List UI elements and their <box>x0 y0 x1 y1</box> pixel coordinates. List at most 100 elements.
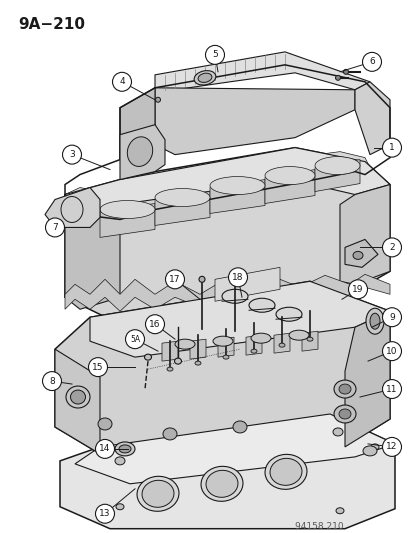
Ellipse shape <box>175 339 195 349</box>
Circle shape <box>205 45 224 64</box>
Polygon shape <box>55 349 100 454</box>
Ellipse shape <box>343 69 348 74</box>
Ellipse shape <box>333 380 355 398</box>
Circle shape <box>382 308 401 327</box>
Circle shape <box>382 238 401 257</box>
Text: 1: 1 <box>388 143 394 152</box>
Ellipse shape <box>250 333 271 343</box>
Ellipse shape <box>197 73 211 83</box>
Ellipse shape <box>115 442 135 456</box>
Ellipse shape <box>306 337 312 341</box>
Ellipse shape <box>338 384 350 394</box>
Polygon shape <box>154 52 369 90</box>
Circle shape <box>145 314 164 334</box>
Circle shape <box>348 280 367 299</box>
Polygon shape <box>154 191 209 225</box>
Circle shape <box>95 504 114 523</box>
Ellipse shape <box>195 361 201 365</box>
Ellipse shape <box>352 252 362 260</box>
Ellipse shape <box>212 336 233 346</box>
Circle shape <box>382 138 401 157</box>
Polygon shape <box>218 337 233 357</box>
Text: 5A: 5A <box>130 335 140 344</box>
Polygon shape <box>314 159 359 191</box>
Circle shape <box>43 372 62 391</box>
Polygon shape <box>65 274 389 311</box>
Ellipse shape <box>278 343 284 347</box>
Text: 3: 3 <box>69 150 75 159</box>
Circle shape <box>125 330 144 349</box>
Polygon shape <box>120 125 165 180</box>
Text: 2: 2 <box>388 243 394 252</box>
Text: 9: 9 <box>388 313 394 322</box>
Circle shape <box>228 268 247 287</box>
Polygon shape <box>120 88 154 159</box>
Ellipse shape <box>144 354 151 360</box>
Text: 10: 10 <box>385 346 397 356</box>
Polygon shape <box>75 414 394 484</box>
Ellipse shape <box>100 200 154 219</box>
Polygon shape <box>245 335 261 355</box>
Circle shape <box>382 438 401 456</box>
Text: 12: 12 <box>385 442 397 451</box>
Ellipse shape <box>163 428 177 440</box>
Ellipse shape <box>116 504 124 510</box>
Polygon shape <box>344 239 377 268</box>
Circle shape <box>62 145 81 164</box>
Circle shape <box>362 52 380 71</box>
Ellipse shape <box>333 405 355 423</box>
Ellipse shape <box>174 358 181 364</box>
Ellipse shape <box>232 279 237 284</box>
Ellipse shape <box>264 167 314 184</box>
Text: 6: 6 <box>368 58 374 66</box>
Ellipse shape <box>70 390 85 404</box>
Text: 15: 15 <box>92 362 104 372</box>
Polygon shape <box>344 311 389 447</box>
Polygon shape <box>55 281 389 454</box>
Polygon shape <box>190 339 206 359</box>
Text: 11: 11 <box>385 384 397 393</box>
Text: 4: 4 <box>119 77 124 86</box>
Polygon shape <box>45 188 100 228</box>
Circle shape <box>45 218 64 237</box>
Ellipse shape <box>288 330 308 340</box>
Text: 5: 5 <box>211 50 217 59</box>
Ellipse shape <box>370 444 378 450</box>
Ellipse shape <box>362 446 376 456</box>
Polygon shape <box>214 268 279 301</box>
Ellipse shape <box>206 470 237 497</box>
Ellipse shape <box>119 445 131 453</box>
Polygon shape <box>90 281 389 357</box>
Ellipse shape <box>275 307 301 321</box>
Text: 94158 210: 94158 210 <box>294 522 343 531</box>
Ellipse shape <box>98 418 112 430</box>
Ellipse shape <box>335 508 343 514</box>
Ellipse shape <box>201 466 242 502</box>
Ellipse shape <box>332 428 342 436</box>
Text: 17: 17 <box>169 275 180 284</box>
Polygon shape <box>65 205 120 309</box>
Polygon shape <box>301 331 317 351</box>
Circle shape <box>165 270 184 289</box>
Ellipse shape <box>127 137 152 166</box>
Ellipse shape <box>365 308 383 334</box>
Ellipse shape <box>369 313 379 329</box>
Polygon shape <box>339 184 389 284</box>
Text: 14: 14 <box>99 445 110 454</box>
Ellipse shape <box>71 391 85 403</box>
Polygon shape <box>60 414 394 529</box>
Polygon shape <box>65 148 389 214</box>
Text: 9A−210: 9A−210 <box>18 17 85 32</box>
Polygon shape <box>161 341 178 361</box>
Ellipse shape <box>264 454 306 489</box>
Ellipse shape <box>142 480 173 507</box>
Polygon shape <box>354 82 389 155</box>
Ellipse shape <box>199 276 204 282</box>
Ellipse shape <box>154 189 209 206</box>
Circle shape <box>382 379 401 399</box>
Polygon shape <box>65 151 369 205</box>
Polygon shape <box>273 333 289 353</box>
Ellipse shape <box>250 349 256 353</box>
Circle shape <box>112 72 131 91</box>
Text: 8: 8 <box>49 377 55 385</box>
